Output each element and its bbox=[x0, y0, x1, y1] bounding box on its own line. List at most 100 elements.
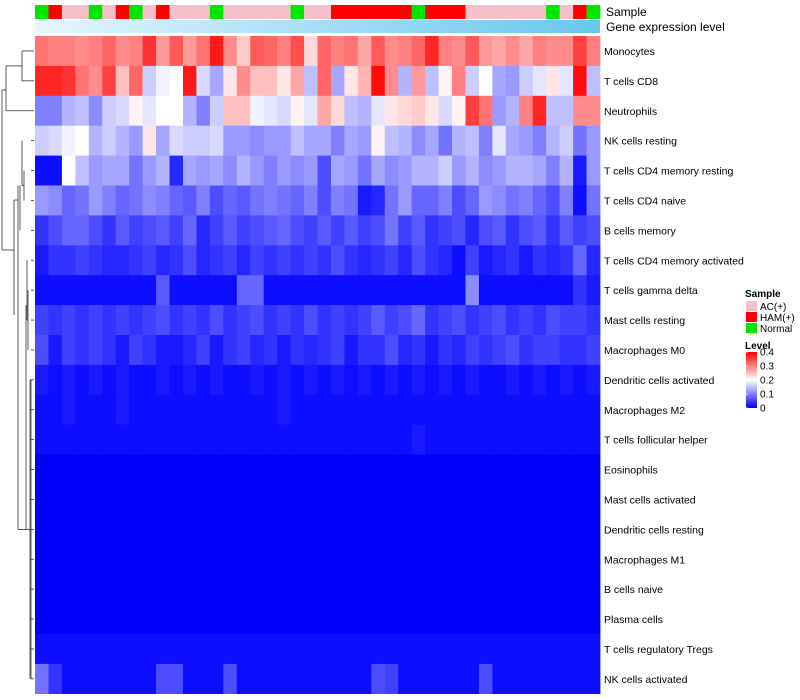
heatmap-cell bbox=[411, 155, 426, 186]
heatmap-cell bbox=[61, 454, 76, 485]
heatmap-cell bbox=[438, 574, 453, 605]
heatmap-cell bbox=[75, 544, 90, 575]
heatmap-cell bbox=[88, 125, 103, 156]
heatmap-cell bbox=[559, 155, 574, 186]
heatmap-cell bbox=[452, 364, 466, 396]
heatmap-cell bbox=[129, 394, 144, 426]
heatmap-cell bbox=[209, 245, 224, 276]
sample-cell bbox=[277, 5, 291, 19]
heatmap-cell bbox=[519, 544, 534, 575]
heatmap-cell bbox=[586, 36, 601, 67]
heatmap-cell bbox=[250, 275, 265, 306]
heatmap-cell bbox=[357, 663, 372, 694]
heatmap-cell bbox=[304, 215, 318, 246]
heatmap-cell bbox=[142, 424, 157, 455]
heatmap-cell bbox=[438, 514, 453, 545]
heatmap-cell bbox=[142, 215, 157, 246]
heatmap-cell bbox=[411, 185, 426, 216]
heatmap-cell bbox=[250, 65, 265, 97]
heatmap-cell bbox=[196, 65, 211, 97]
sample-cell bbox=[505, 5, 520, 19]
heatmap-cell bbox=[304, 245, 318, 276]
row-label: T cells regulatory Tregs bbox=[604, 644, 713, 656]
heatmap-cell bbox=[492, 514, 507, 545]
heatmap-cell bbox=[236, 634, 251, 665]
heatmap-cell bbox=[35, 364, 49, 396]
heatmap-cell bbox=[573, 36, 587, 67]
heatmap-cell bbox=[452, 424, 466, 455]
heatmap-cell bbox=[492, 95, 507, 127]
heatmap-cell bbox=[371, 95, 386, 127]
heatmap-cell bbox=[290, 574, 305, 605]
heatmap-cell bbox=[438, 335, 453, 366]
sample-cell bbox=[357, 5, 372, 19]
heatmap-cell bbox=[102, 305, 117, 336]
heatmap-cell bbox=[250, 305, 265, 336]
heatmap-cell bbox=[48, 663, 63, 694]
heatmap-cell bbox=[304, 364, 318, 396]
heatmap-cell bbox=[519, 335, 534, 366]
heatmap-cell bbox=[61, 604, 76, 635]
heatmap-cell bbox=[371, 663, 386, 694]
heatmap-cell bbox=[35, 663, 49, 694]
heatmap-cell bbox=[129, 604, 144, 635]
heatmap-cell bbox=[532, 574, 547, 605]
heatmap-cell bbox=[519, 245, 534, 276]
heatmap-cell bbox=[48, 65, 63, 97]
heatmap-cell bbox=[398, 335, 413, 366]
sample-cell bbox=[438, 5, 453, 19]
heatmap-cell bbox=[61, 275, 76, 306]
heatmap-cell bbox=[223, 215, 238, 246]
heatmap-cell bbox=[492, 604, 507, 635]
heatmap-cell bbox=[61, 424, 76, 455]
level-tick-label: 0.4 bbox=[760, 348, 774, 359]
heatmap-cell bbox=[586, 65, 601, 97]
heatmap-cell bbox=[344, 335, 359, 366]
heatmap-cell bbox=[573, 245, 587, 276]
heatmap-cell bbox=[277, 155, 291, 186]
heatmap-cell bbox=[452, 544, 466, 575]
heatmap-cell bbox=[330, 305, 345, 336]
heatmap-cell bbox=[425, 514, 439, 545]
heatmap-cell bbox=[330, 634, 345, 665]
heatmap-cell bbox=[505, 65, 520, 97]
heatmap-cell bbox=[196, 364, 211, 396]
heatmap-cell bbox=[102, 514, 117, 545]
heatmap-cell bbox=[384, 394, 399, 426]
heatmap-cell bbox=[182, 95, 197, 127]
heatmap-cell bbox=[75, 514, 90, 545]
heatmap-cell bbox=[532, 663, 547, 694]
heatmap-cell bbox=[75, 36, 90, 67]
heatmap-cell bbox=[371, 514, 386, 545]
heatmap-cell bbox=[61, 514, 76, 545]
heatmap-cell bbox=[250, 95, 265, 127]
heatmap-cell bbox=[48, 394, 63, 426]
heatmap-cell bbox=[61, 574, 76, 605]
heatmap-cell bbox=[196, 185, 211, 216]
heatmap-cell bbox=[48, 125, 63, 156]
heatmap-cell bbox=[196, 394, 211, 426]
heatmap-cell bbox=[129, 245, 144, 276]
heatmap-cell bbox=[209, 36, 224, 67]
heatmap-cell bbox=[317, 95, 332, 127]
heatmap-cell bbox=[88, 514, 103, 545]
sample-legend-label: HAM(+) bbox=[760, 313, 795, 324]
heatmap-cell bbox=[519, 574, 534, 605]
heatmap-cell bbox=[169, 245, 184, 276]
heatmap-cell bbox=[75, 424, 90, 455]
heatmap-cell bbox=[35, 125, 49, 156]
heatmap-cell bbox=[398, 514, 413, 545]
heatmap-cell bbox=[438, 604, 453, 635]
heatmap-cell bbox=[236, 245, 251, 276]
heatmap-cell bbox=[452, 454, 466, 485]
heatmap-cell bbox=[182, 36, 197, 67]
heatmap-cell bbox=[478, 245, 493, 276]
heatmap-cell bbox=[586, 544, 601, 575]
heatmap-cell bbox=[330, 185, 345, 216]
sample-cell bbox=[559, 5, 574, 19]
heatmap-cell bbox=[586, 95, 601, 127]
heatmap-cell bbox=[88, 574, 103, 605]
heatmap-cell bbox=[546, 514, 561, 545]
heatmap-cell bbox=[115, 155, 130, 186]
heatmap-cell bbox=[559, 604, 574, 635]
